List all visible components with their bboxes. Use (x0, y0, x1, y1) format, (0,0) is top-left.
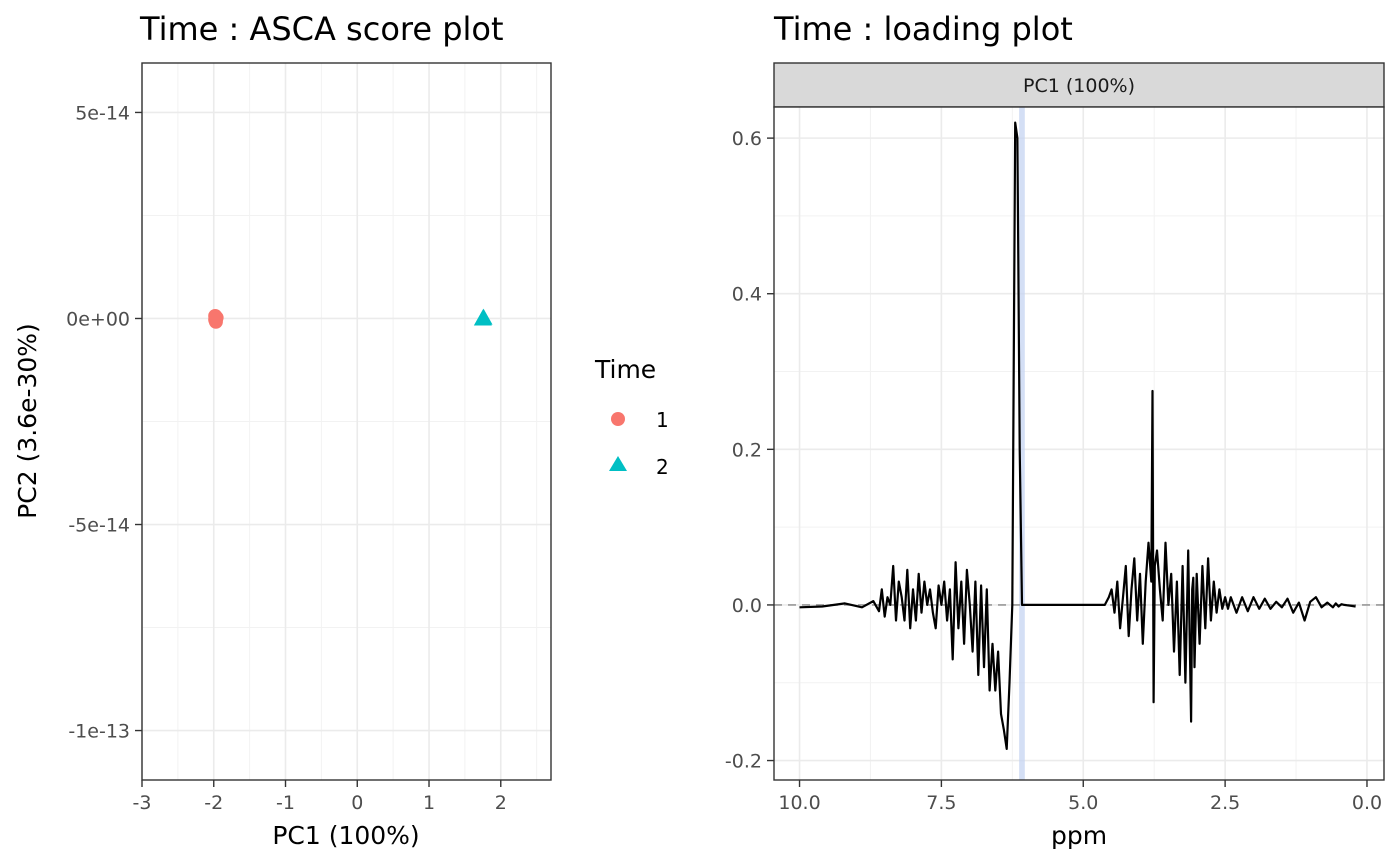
x-tick-label: 5.0 (1068, 792, 1098, 814)
loading-plot: Time : loading plot PC1 (100%) 10.0 7.5 5.… (725, 10, 1385, 850)
loading-plot-panel (774, 107, 1384, 780)
score-plot-title: Time : ASCA score plot (139, 10, 504, 48)
score-plot: Time : ASCA score plot -3 -2 -1 0 1 2 5e-14 0e… (13, 10, 552, 850)
x-tick-label: 0 (351, 792, 363, 814)
loading-plot-title: Time : loading plot (773, 10, 1073, 48)
y-tick-label: 0.2 (732, 439, 762, 461)
y-tick-label: 0e+00 (66, 308, 130, 330)
y-tick-label: 0.4 (732, 284, 762, 306)
data-point-time-1 (208, 309, 223, 324)
loading-line (799, 121, 1356, 750)
legend: Time 1 2 (594, 355, 669, 479)
x-tick-label: -1 (276, 792, 295, 814)
x-tick-label: 2.5 (1210, 792, 1240, 814)
legend-key-triangle (609, 456, 627, 471)
legend-item-2: 2 (609, 455, 669, 479)
y-tick-label: -5e-14 (68, 515, 130, 537)
score-plot-y-ticks: 5e-14 0e+00 -5e-14 -1e-13 (66, 102, 142, 743)
legend-title: Time (594, 355, 656, 384)
facet-strip-label: PC1 (100%) (1023, 75, 1135, 97)
legend-label-1: 1 (656, 408, 669, 432)
x-tick-label: 1 (423, 792, 435, 814)
y-tick-label: -1e-13 (68, 721, 130, 743)
x-tick-label: 7.5 (926, 792, 956, 814)
facet-strip (773, 62, 1385, 108)
score-plot-border (141, 62, 552, 781)
loading-plot-border (773, 106, 1385, 781)
score-plot-x-axis-title: PC1 (100%) (272, 821, 419, 850)
x-tick-label: -3 (133, 792, 152, 814)
y-tick-label: -0.2 (725, 751, 762, 773)
score-plot-y-axis-title: PC2 (3.6e-30%) (13, 323, 42, 519)
score-plot-points (208, 308, 493, 329)
highlight-band (1019, 107, 1025, 780)
legend-item-1: 1 (611, 408, 669, 432)
y-tick-label: 0.0 (732, 595, 762, 617)
legend-key-circle (611, 412, 625, 426)
y-tick-label: 0.6 (732, 128, 762, 150)
x-tick-label: 10.0 (778, 792, 820, 814)
x-tick-label: 2 (495, 792, 507, 814)
legend-label-2: 2 (656, 455, 669, 479)
loading-plot-x-ticks: 10.0 7.5 5.0 2.5 0.0 (778, 780, 1382, 814)
x-tick-label: 0.0 (1352, 792, 1382, 814)
loading-plot-y-ticks: -0.2 0.0 0.2 0.4 0.6 (725, 128, 774, 773)
loading-plot-x-axis-title: ppm (1051, 821, 1107, 850)
y-tick-label: 5e-14 (75, 102, 130, 124)
score-plot-x-ticks: -3 -2 -1 0 1 2 (133, 780, 507, 814)
data-point-time-2 (474, 308, 493, 325)
x-tick-label: -2 (204, 792, 223, 814)
